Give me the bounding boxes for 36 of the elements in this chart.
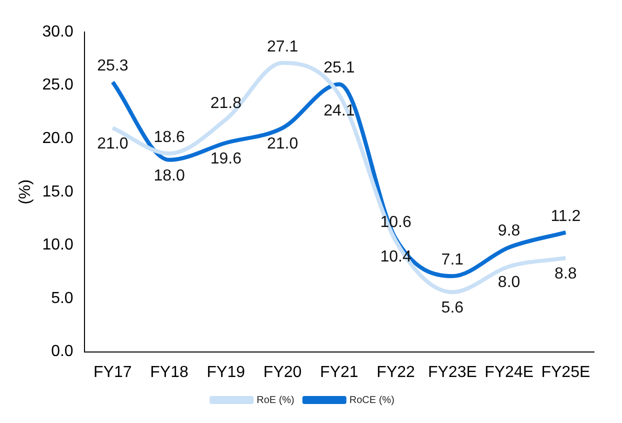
y-tick-label: 5.0 [51,290,74,307]
data-label: 21.0 [97,135,128,152]
y-tick-label: 15.0 [42,183,74,200]
y-tick-label: 30.0 [42,23,74,40]
legend-label: RoE (%) [256,394,294,406]
y-tick-label: 20.0 [42,130,74,148]
y-tick-label: 0.0 [51,343,74,360]
y-axis-title: (%) [17,179,34,204]
data-label: 25.1 [324,60,355,77]
data-label: 21.0 [266,135,298,152]
data-label: 8.8 [554,265,577,282]
data-label: 10.4 [380,248,412,266]
x-tick-label: FY20 [263,364,302,381]
data-label: 21.8 [210,94,242,112]
y-tick-label: 10.0 [42,236,74,254]
data-label: 24.1 [324,102,355,120]
data-label: 5.6 [441,300,464,317]
data-label: 7.1 [441,252,464,269]
data-label: 11.2 [550,208,581,225]
x-tick-label: FY23E [428,364,477,381]
x-tick-label: FY17 [94,364,132,381]
x-tick-label: FY18 [150,364,189,381]
x-tick-label: FY24E [484,364,534,381]
x-tick-label: FY25E [541,364,590,381]
data-label: 9.8 [498,222,520,240]
data-label: 8.0 [498,274,520,291]
data-label: 27.1 [266,38,298,56]
data-label: 25.3 [97,58,128,75]
x-tick-label: FY19 [206,364,246,381]
legend-label: RoCE (%) [349,394,394,406]
data-label: 18.6 [154,128,185,146]
x-tick-label: FY22 [376,364,416,381]
y-tick-label: 25.0 [42,76,74,94]
x-tick-label: FY21 [320,364,358,381]
data-label: 19.6 [210,150,242,168]
data-label: 18.0 [154,167,185,184]
